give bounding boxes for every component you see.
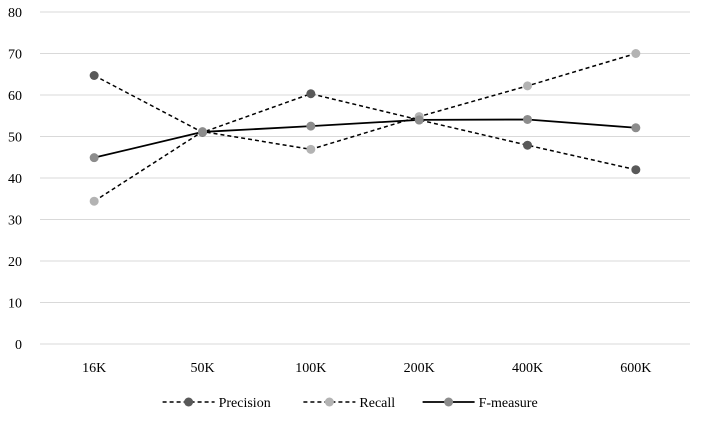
x-tick-label: 600K — [620, 361, 651, 376]
x-tick-label: 200K — [404, 361, 435, 376]
legend-item-recall: Recall — [303, 396, 395, 411]
legend-swatch-marker — [184, 397, 194, 407]
series-line-precision — [93, 74, 636, 171]
data-point-f-measure — [306, 121, 316, 131]
data-point-recall — [523, 81, 532, 91]
data-point-precision — [631, 165, 641, 175]
y-tick-label: 40 — [8, 172, 22, 187]
x-tick-label: 400K — [512, 361, 543, 376]
x-tick-label: 16K — [82, 361, 106, 376]
legend-label: Precision — [219, 396, 271, 411]
data-point-f-measure — [198, 127, 207, 137]
y-tick-label: 0 — [15, 338, 22, 353]
data-point-recall — [306, 144, 316, 154]
y-tick-label: 60 — [8, 89, 22, 104]
y-tick-label: 30 — [8, 214, 22, 229]
x-tick-label: 100K — [295, 361, 326, 376]
legend-swatch-marker — [324, 397, 334, 407]
data-point-f-measure — [631, 123, 641, 133]
data-point-precision — [523, 140, 532, 150]
legend-label: F-measure — [479, 396, 538, 411]
y-tick-label: 20 — [8, 255, 22, 270]
y-axis-tick-labels: 0 10 20 30 40 50 60 70 80 — [8, 6, 22, 353]
data-point-recall — [89, 196, 99, 206]
data-point-precision — [306, 89, 316, 99]
series-line-recall — [93, 52, 637, 202]
data-point-f-measure — [523, 114, 532, 124]
data-point-f-measure — [89, 153, 99, 163]
x-axis-tick-labels: 16K 50K 100K 200K 400K 600K — [82, 361, 651, 376]
series-line-f-measure — [93, 118, 636, 159]
y-tick-label: 70 — [8, 48, 22, 63]
legend-swatch-marker — [444, 397, 454, 407]
y-tick-label: 80 — [8, 6, 22, 21]
legend-label: Recall — [359, 396, 395, 411]
data-point-precision — [89, 70, 99, 80]
x-tick-label: 50K — [190, 361, 214, 376]
gridlines — [40, 11, 690, 345]
y-tick-label: 10 — [8, 297, 22, 312]
data-point-recall — [631, 49, 641, 58]
y-tick-label: 50 — [8, 131, 22, 146]
legend: Precision Recall F-measure — [162, 396, 538, 411]
data-point-f-measure — [414, 115, 424, 125]
legend-item-f-measure: F-measure — [422, 396, 538, 411]
legend-item-precision: Precision — [162, 396, 271, 411]
series-group — [89, 49, 641, 206]
